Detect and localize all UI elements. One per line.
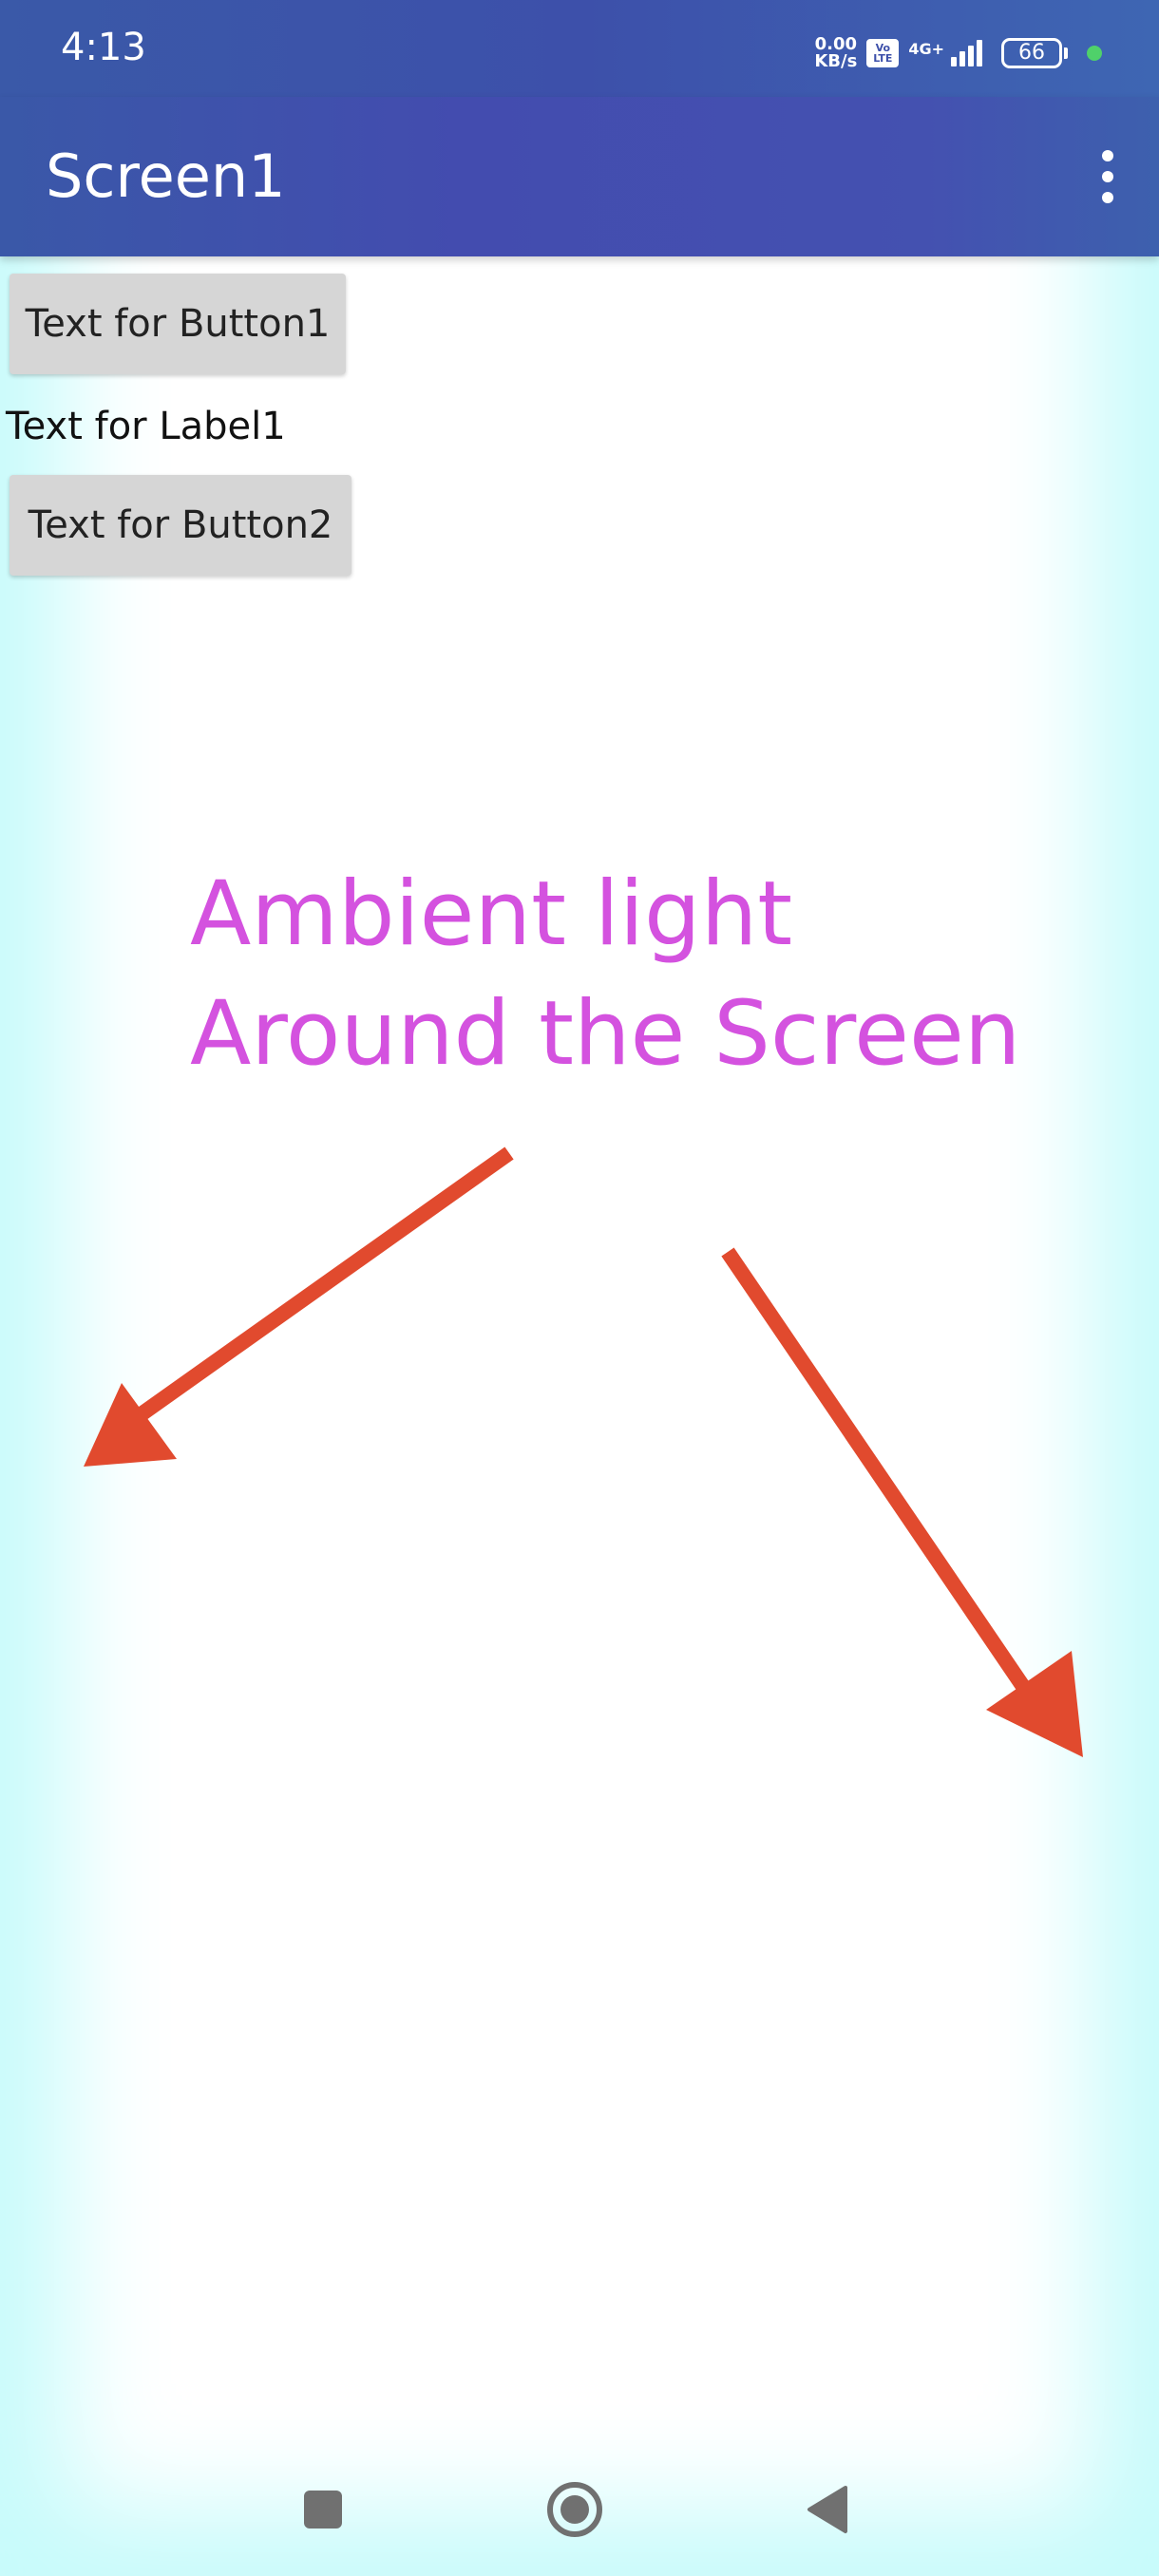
signal-bar bbox=[960, 51, 965, 66]
net-speed-indicator: 0.00 KB/s bbox=[814, 36, 857, 70]
more-vert-icon[interactable] bbox=[1087, 135, 1129, 218]
signal-bar bbox=[968, 46, 974, 66]
back-icon[interactable] bbox=[788, 2472, 864, 2548]
label1: Text for Label1 bbox=[6, 405, 286, 448]
navigation-bar bbox=[0, 2443, 1159, 2576]
annotation-text: Ambient light Around the Screen bbox=[190, 855, 1020, 1094]
net-speed-value: 0.00 bbox=[814, 34, 858, 54]
status-icons: 0.00 KB/s Vo LTE 4G+ 66 bbox=[814, 32, 1102, 74]
arrow-left-head bbox=[84, 1383, 177, 1467]
status-time: 4:13 bbox=[61, 26, 146, 69]
signal-bar bbox=[977, 40, 982, 66]
annotation-line-2: Around the Screen bbox=[190, 982, 1021, 1086]
home-shape bbox=[547, 2482, 602, 2537]
home-icon[interactable] bbox=[537, 2472, 613, 2548]
arrow-right-head bbox=[986, 1651, 1083, 1757]
battery-tip bbox=[1064, 47, 1068, 59]
button1[interactable]: Text for Button1 bbox=[10, 274, 346, 374]
volte-icon: Vo LTE bbox=[866, 39, 900, 67]
menu-dot bbox=[1102, 192, 1113, 203]
back-shape bbox=[808, 2486, 847, 2533]
net-speed-unit: KB/s bbox=[814, 51, 858, 71]
recent-apps-shape bbox=[304, 2491, 342, 2529]
privacy-dot-icon bbox=[1087, 46, 1102, 61]
app-bar: Screen1 bbox=[0, 97, 1159, 256]
arrow-left-shaft bbox=[138, 1146, 514, 1420]
menu-dot bbox=[1102, 150, 1113, 161]
button2[interactable]: Text for Button2 bbox=[10, 475, 352, 576]
arrow-right-shaft bbox=[721, 1247, 1033, 1695]
volte-bottom: LTE bbox=[873, 52, 893, 65]
signal-icon: 4G+ bbox=[908, 40, 982, 66]
menu-dot bbox=[1102, 171, 1113, 182]
recent-apps-icon[interactable] bbox=[285, 2472, 361, 2548]
signal-bar bbox=[951, 57, 957, 66]
network-type: 4G+ bbox=[908, 40, 944, 58]
screen-title: Screen1 bbox=[46, 142, 286, 211]
battery-level: 66 bbox=[1001, 38, 1062, 68]
annotation-line-1: Ambient light bbox=[190, 862, 793, 966]
volte-top: Vo bbox=[875, 42, 891, 54]
battery-icon: 66 bbox=[1001, 38, 1068, 68]
status-bar: 4:13 0.00 KB/s Vo LTE 4G+ 66 bbox=[0, 0, 1159, 97]
